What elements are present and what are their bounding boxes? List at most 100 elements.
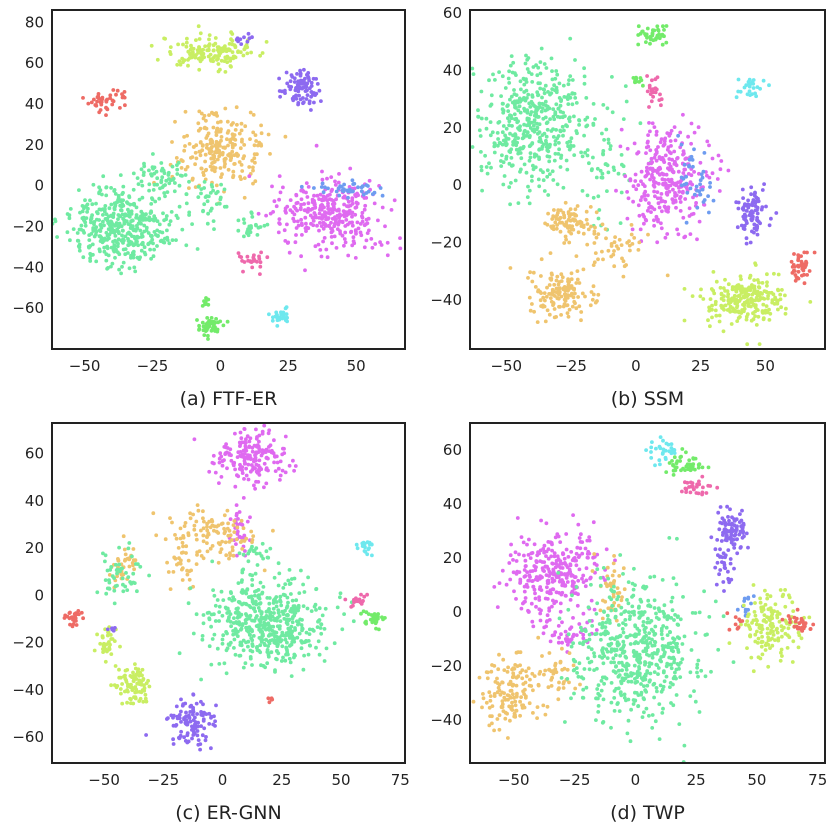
point-purple [247, 36, 252, 41]
point-lime [189, 43, 193, 48]
point-blue [698, 192, 703, 197]
point-magenta [625, 190, 629, 194]
point-green [535, 90, 540, 95]
point-green [228, 620, 233, 624]
point-pink [343, 597, 348, 602]
point-lightgreen [225, 319, 230, 324]
point-magenta [285, 241, 290, 245]
point-orange [574, 281, 579, 285]
point-magenta [242, 533, 247, 538]
point-green [255, 563, 260, 567]
point-red [98, 108, 103, 112]
point-green [342, 612, 346, 616]
point-magenta [634, 187, 639, 192]
point-purple [769, 216, 773, 221]
point-cyan [672, 451, 677, 455]
point-magenta [660, 209, 664, 214]
point-green [485, 171, 490, 176]
point-magenta [658, 140, 663, 145]
point-red [79, 610, 84, 615]
point-purple [742, 227, 747, 232]
point-orange [533, 285, 538, 289]
point-purple [749, 185, 754, 190]
point-orange [196, 121, 201, 126]
point-magenta [535, 578, 540, 582]
point-orange [242, 176, 247, 181]
point-magenta [710, 156, 715, 161]
point-magenta [665, 186, 669, 191]
point-lime [752, 278, 757, 282]
point-green [117, 221, 122, 226]
point-lightgreen [680, 447, 685, 451]
point-green [527, 201, 532, 206]
point-purple [288, 79, 293, 84]
point-orange [248, 137, 252, 142]
point-purple [277, 76, 281, 81]
point-blue [708, 185, 712, 189]
point-magenta [689, 173, 694, 178]
point-purple [738, 512, 742, 516]
point-magenta [233, 467, 238, 472]
point-green [558, 129, 563, 134]
point-orange [601, 257, 605, 262]
point-magenta [537, 607, 542, 612]
point-purple [304, 97, 309, 101]
point-magenta [334, 246, 339, 250]
point-pink [356, 598, 361, 603]
point-magenta [697, 219, 702, 224]
point-red [81, 96, 85, 100]
point-lightgreen [213, 320, 218, 325]
point-magenta [542, 543, 547, 548]
point-green [79, 223, 84, 228]
point-cyan [758, 86, 762, 91]
point-magenta [672, 162, 677, 166]
point-pink [645, 74, 649, 78]
point-orange [211, 165, 216, 170]
point-green [248, 225, 252, 229]
point-lime [109, 652, 114, 656]
point-green [94, 259, 99, 264]
point-lightgreen [637, 80, 642, 84]
point-green [605, 189, 609, 194]
point-green [91, 252, 95, 257]
point-green [118, 214, 123, 219]
point-magenta [633, 179, 638, 183]
point-green [271, 624, 276, 629]
point-magenta [303, 268, 307, 273]
point-magenta [257, 467, 261, 472]
point-green [241, 552, 246, 557]
point-green [299, 646, 304, 651]
point-green [161, 211, 165, 216]
point-magenta [666, 205, 671, 210]
point-green [53, 219, 58, 224]
point-green [577, 118, 581, 122]
point-green [75, 231, 80, 235]
point-green [139, 248, 144, 253]
point-green [470, 66, 475, 71]
point-green [101, 174, 106, 179]
point-magenta [660, 177, 665, 182]
point-magenta [315, 223, 319, 228]
point-magenta [534, 604, 538, 609]
point-red [108, 96, 112, 100]
point-lime [207, 33, 212, 37]
point-green [510, 124, 514, 128]
point-green [231, 629, 236, 633]
point-pink [258, 260, 263, 265]
point-green [186, 601, 191, 606]
point-green [316, 639, 321, 644]
point-green [141, 173, 146, 178]
point-blue [706, 194, 710, 199]
point-cyan [658, 446, 663, 451]
point-green [569, 136, 574, 141]
point-magenta [659, 226, 664, 231]
point-purple [744, 209, 749, 213]
point-magenta [702, 203, 707, 207]
point-lightgreen [684, 464, 689, 469]
point-green [351, 619, 356, 624]
point-lime [760, 310, 765, 315]
point-orange [176, 546, 181, 550]
point-magenta [691, 195, 695, 200]
point-cyan [354, 542, 359, 547]
point-magenta [319, 207, 324, 212]
